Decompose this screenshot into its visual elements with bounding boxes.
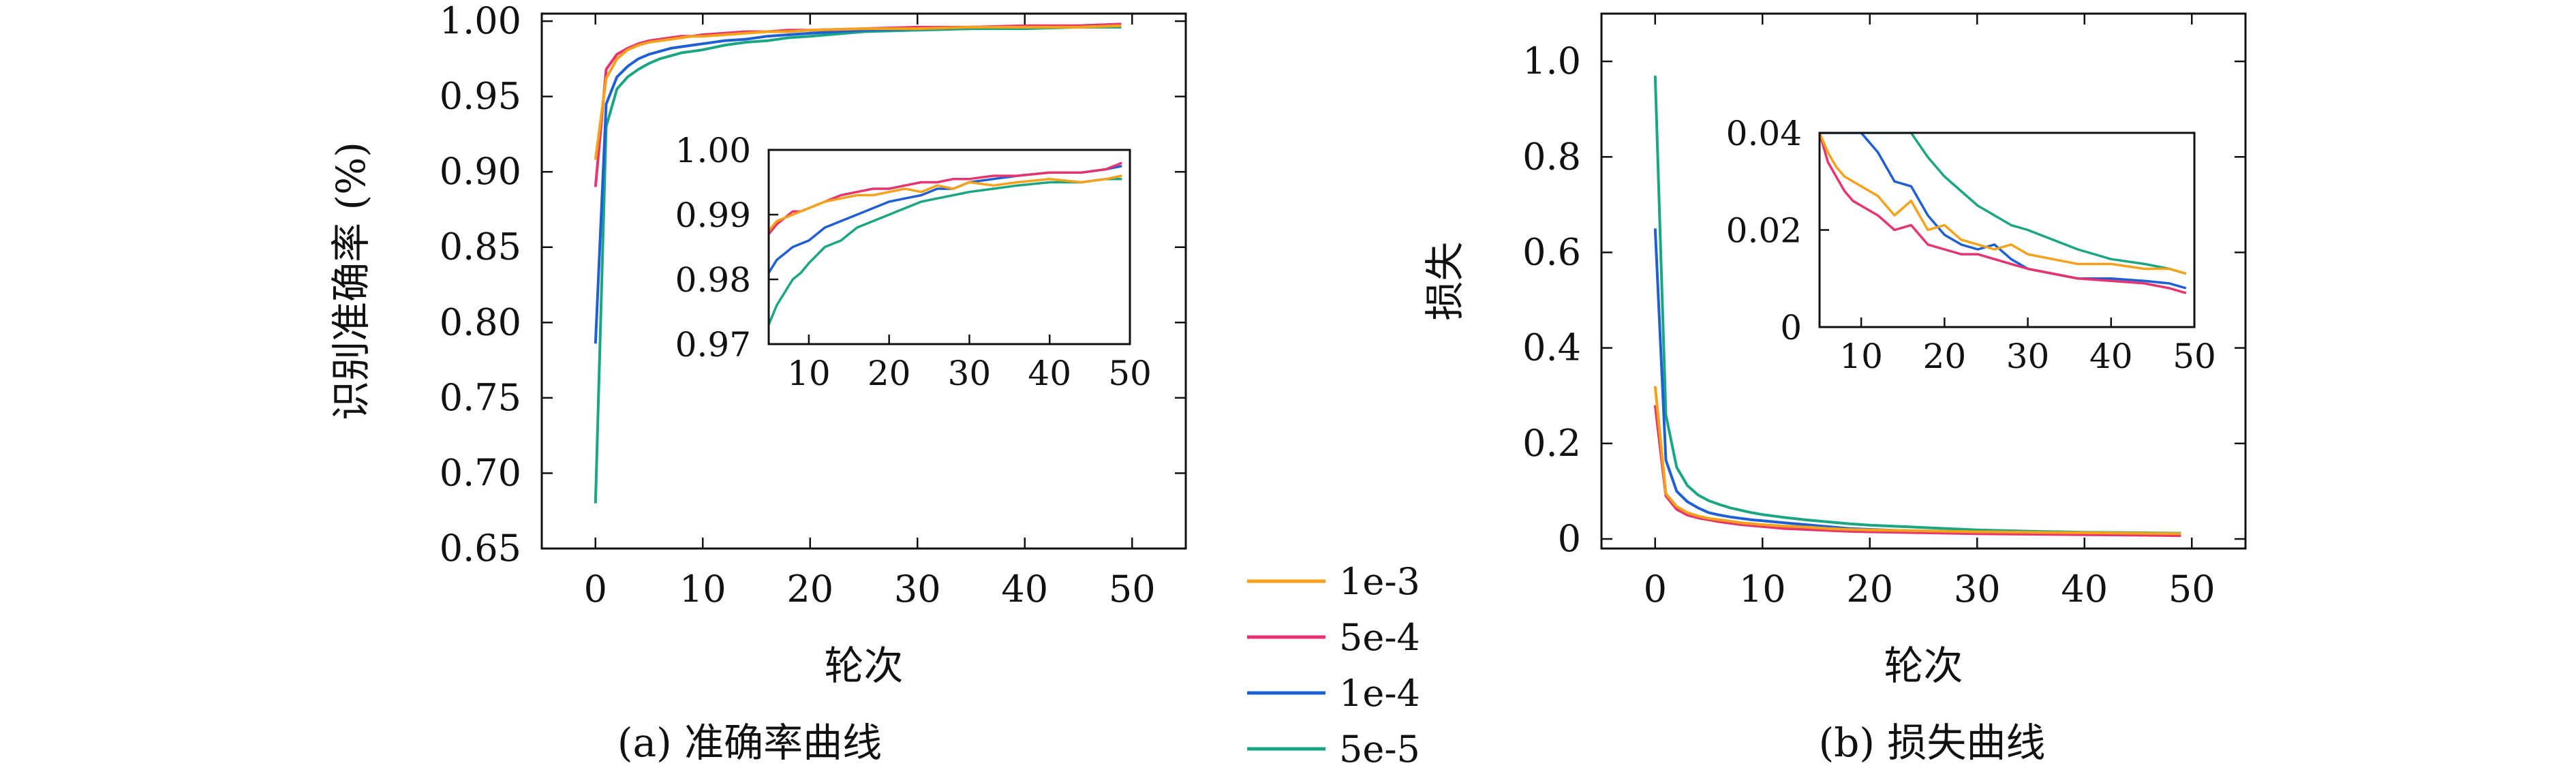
accuracy-inset-series-5e-5 — [769, 177, 1122, 326]
legend-label-5e-4: 5e-4 — [1339, 616, 1420, 659]
loss-xlabel: 轮次 — [1884, 643, 1963, 689]
accuracy-inset-ytick-label: 0.98 — [675, 260, 751, 300]
accuracy-inset-xtick-label: 20 — [868, 354, 911, 393]
legend-label-5e-5: 5e-5 — [1339, 728, 1420, 771]
loss-inset-background — [1820, 133, 2194, 327]
loss-xtick-label: 40 — [2061, 568, 2108, 611]
legend-label-1e-4: 1e-4 — [1339, 672, 1420, 715]
loss-inset-xtick-label: 30 — [2006, 337, 2050, 376]
accuracy-ylabel: 识别准确率 (%) — [328, 142, 374, 420]
loss-inset-series-5e-4 — [1820, 133, 2187, 294]
loss-xtick-label: 50 — [2168, 568, 2215, 611]
loss-inset-ytick-label: 0 — [1780, 308, 1802, 348]
accuracy-ytick-label: 0.90 — [440, 150, 521, 193]
accuracy-xtick-label: 20 — [786, 568, 833, 611]
loss-xtick-label: 10 — [1739, 568, 1786, 611]
loss-ytick-label: 1.0 — [1522, 40, 1581, 82]
accuracy-frame — [540, 12, 1187, 550]
accuracy-ytick-label: 0.80 — [440, 300, 521, 343]
loss-xtick-label: 20 — [1846, 568, 1893, 611]
loss-frame — [1600, 12, 2247, 550]
accuracy-xtick-label: 30 — [894, 568, 941, 611]
accuracy-chart: 0 10 20 30 40 50 0.65 0.70 0.75 0.80 0.85 0.90 0.95 1… — [328, 0, 1187, 689]
loss-inset-xtick-label: 50 — [2173, 337, 2216, 376]
loss-ytick-label: 0.2 — [1522, 422, 1581, 465]
accuracy-inset-ytick-label: 0.97 — [675, 325, 751, 365]
accuracy-series-5e-5 — [594, 25, 1122, 504]
loss-series-5e-5 — [1653, 76, 2181, 535]
caption-accuracy: (a) 准确率曲线 — [617, 720, 882, 766]
loss-inset-ytick-label: 0.02 — [1726, 211, 1802, 251]
accuracy-ytick-label: 0.70 — [440, 451, 521, 494]
accuracy-inset-series-1e-3 — [769, 174, 1122, 232]
accuracy-inset-xtick-label: 50 — [1108, 354, 1152, 393]
accuracy-ytick-label: 0.75 — [440, 376, 521, 419]
loss-inset-ytick-label: 0.04 — [1726, 114, 1802, 153]
accuracy-inset-series-5e-4 — [769, 161, 1122, 235]
accuracy-ytick-label: 1.00 — [440, 0, 521, 42]
accuracy-xtick-label: 0 — [584, 568, 607, 611]
accuracy-series-1e-3 — [594, 24, 1122, 160]
accuracy-xlabel: 轮次 — [824, 643, 903, 689]
loss-ylabel: 损失 — [1422, 241, 1468, 320]
loss-inset-series-5e-5 — [1820, 133, 2187, 275]
loss-xtick-label: 0 — [1644, 568, 1667, 611]
loss-ytick-label: 0.6 — [1522, 230, 1581, 273]
loss-inset-xtick-label: 10 — [1839, 337, 1883, 376]
loss-inset-xtick-label: 40 — [2089, 337, 2133, 376]
accuracy-inset-xtick-label: 40 — [1028, 354, 1071, 393]
caption-loss: (b) 损失曲线 — [1819, 720, 2046, 766]
loss-ytick-label: 0.8 — [1522, 135, 1581, 178]
accuracy-inset-xtick-label: 30 — [948, 354, 992, 393]
accuracy-xtick-label: 10 — [679, 568, 726, 611]
accuracy-ytick-label: 0.95 — [440, 75, 521, 118]
loss-xtick-label: 30 — [1954, 568, 2001, 611]
accuracy-ytick-label: 0.85 — [440, 226, 521, 268]
loss-inset-series-1e-3 — [1820, 133, 2187, 275]
legend-label-1e-3: 1e-3 — [1339, 560, 1420, 603]
accuracy-ytick-label: 0.65 — [440, 527, 521, 570]
accuracy-inset-ytick-label: 1.00 — [675, 131, 751, 170]
accuracy-xtick-label: 50 — [1109, 568, 1156, 611]
loss-inset-xtick-label: 20 — [1923, 337, 1967, 376]
loss-series-1e-3 — [1653, 386, 2181, 536]
loss-ytick-label: 0.4 — [1522, 326, 1581, 369]
loss-chart: 0 10 20 30 40 50 0 0.2 0.4 0.6 0.8 1.0 轮次 损失 10 20 30 40 5… — [1422, 12, 2247, 689]
accuracy-inset-ytick-label: 0.99 — [675, 196, 751, 235]
accuracy-xtick-label: 40 — [1001, 568, 1048, 611]
loss-ytick-label: 0 — [1558, 517, 1581, 560]
accuracy-inset-xtick-label: 10 — [787, 354, 831, 393]
legend: 1e-3 5e-4 1e-4 5e-5 — [1247, 560, 1420, 771]
accuracy-inset-frame — [767, 149, 1131, 345]
loss-series-5e-4 — [1653, 405, 2181, 538]
